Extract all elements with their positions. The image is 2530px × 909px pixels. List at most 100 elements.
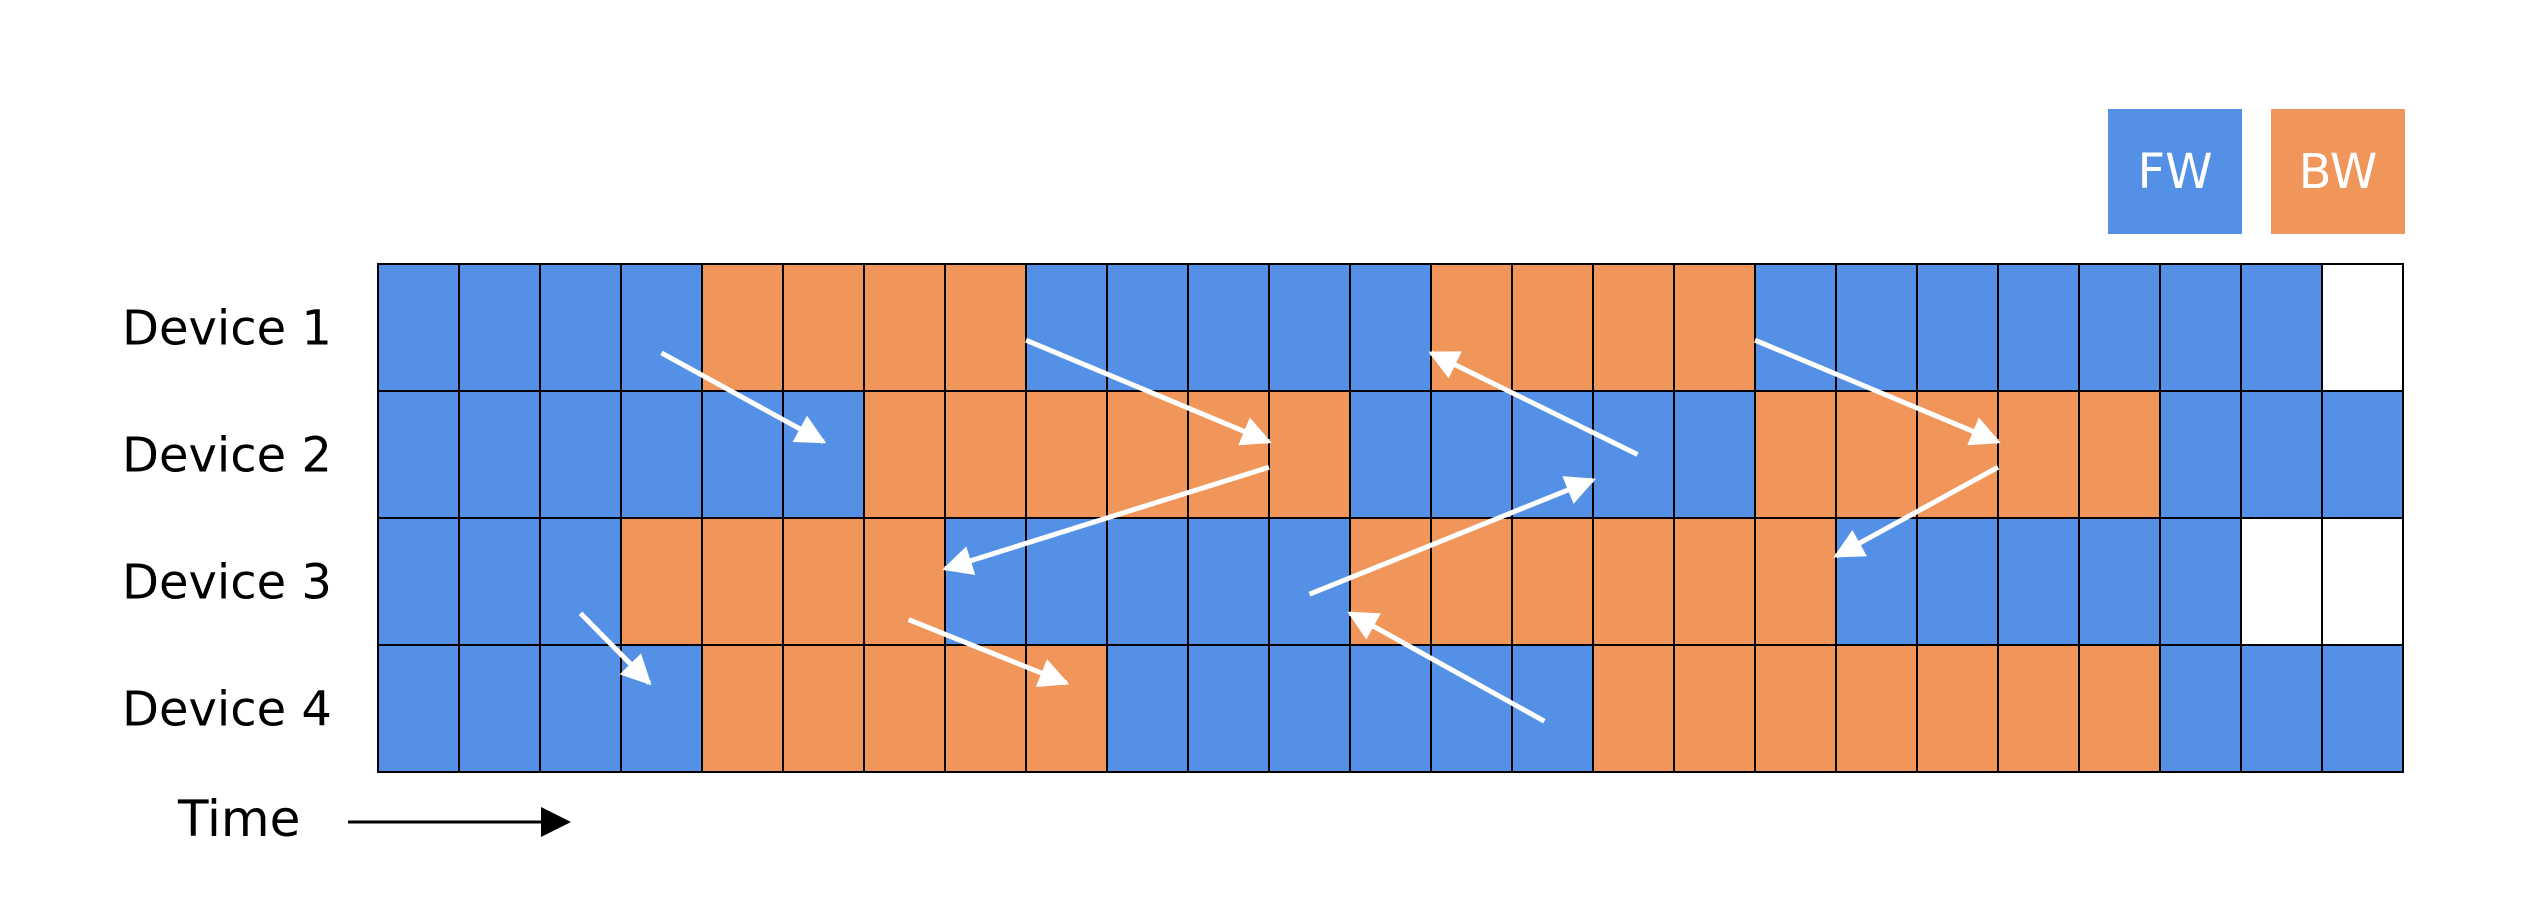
idle-slot xyxy=(2240,517,2323,646)
bw-slot xyxy=(1997,390,2080,519)
fw-slot xyxy=(944,517,1027,646)
fw-slot xyxy=(1187,517,1270,646)
bw-slot xyxy=(1754,390,1837,519)
dependency-arrow xyxy=(1025,337,1272,446)
dependency-arrow xyxy=(660,350,827,444)
fw-slot xyxy=(2078,263,2161,392)
dependency-arrow xyxy=(907,617,1070,687)
legend-bw-swatch xyxy=(2271,109,2405,234)
bw-slot xyxy=(782,644,865,773)
fw-slot xyxy=(1349,263,1432,392)
device-row xyxy=(377,644,2404,773)
bw-slot xyxy=(863,644,946,773)
device-row xyxy=(377,517,2404,646)
fw-slot xyxy=(1997,263,2080,392)
fw-slot xyxy=(1916,517,1999,646)
fw-slot xyxy=(1106,517,1189,646)
dependency-arrow xyxy=(578,611,652,686)
dependency-arrow xyxy=(1428,350,1639,457)
bw-slot xyxy=(1025,644,1108,773)
fw-slot xyxy=(1187,644,1270,773)
fw-slot xyxy=(2159,390,2242,519)
bw-slot xyxy=(1754,517,1837,646)
fw-slot xyxy=(1268,263,1351,392)
dependency-arrow xyxy=(942,464,1270,576)
fw-slot xyxy=(2159,517,2242,646)
grid-outline xyxy=(377,263,2404,773)
fw-slot xyxy=(2321,390,2404,519)
bw-slot xyxy=(1349,517,1432,646)
bw-slot xyxy=(1025,390,1108,519)
grid-border xyxy=(377,263,2404,773)
fw-slot xyxy=(2240,644,2323,773)
dependency-arrow xyxy=(1347,611,1546,724)
legend-bw-label: BW xyxy=(2299,144,2378,200)
fw-slot xyxy=(377,644,460,773)
bw-slot xyxy=(782,263,865,392)
bw-slot xyxy=(1673,263,1756,392)
fw-slot xyxy=(377,517,460,646)
bw-slot xyxy=(1835,644,1918,773)
bw-slot xyxy=(620,517,703,646)
bw-slot xyxy=(944,263,1027,392)
fw-slot xyxy=(1916,263,1999,392)
bw-slot xyxy=(1916,390,1999,519)
bw-slot xyxy=(1511,517,1594,646)
fw-slot xyxy=(1349,390,1432,519)
dependency-arrow xyxy=(1833,465,2000,559)
bw-slot xyxy=(944,390,1027,519)
bw-slot xyxy=(701,644,784,773)
fw-slot xyxy=(458,517,541,646)
time-label: Time xyxy=(177,790,300,848)
fw-slot xyxy=(539,263,622,392)
bw-slot xyxy=(1673,644,1756,773)
fw-slot xyxy=(620,263,703,392)
device-label: Device 4 xyxy=(122,682,332,738)
fw-slot xyxy=(1673,390,1756,519)
bw-slot xyxy=(701,263,784,392)
fw-slot xyxy=(539,644,622,773)
bw-slot xyxy=(1430,517,1513,646)
bw-slot xyxy=(1592,517,1675,646)
fw-slot xyxy=(539,390,622,519)
fw-slot xyxy=(458,390,541,519)
idle-slot xyxy=(2321,517,2404,646)
device-row xyxy=(377,390,2404,519)
schedule-grid xyxy=(377,263,2404,773)
bw-slot xyxy=(1754,644,1837,773)
fw-slot xyxy=(1349,644,1432,773)
legend: FW BW xyxy=(2108,109,2405,234)
fw-slot xyxy=(1430,390,1513,519)
bw-slot xyxy=(1187,390,1270,519)
fw-slot xyxy=(2240,263,2323,392)
bw-slot xyxy=(863,390,946,519)
bw-slot xyxy=(1511,263,1594,392)
dependency-arrow xyxy=(1754,337,2001,446)
bw-slot xyxy=(863,517,946,646)
fw-slot xyxy=(701,390,784,519)
fw-slot xyxy=(2159,263,2242,392)
bw-slot xyxy=(1268,390,1351,519)
bw-slot xyxy=(944,644,1027,773)
device-label: Device 1 xyxy=(122,301,332,357)
bw-slot xyxy=(1916,644,1999,773)
bw-slot xyxy=(701,517,784,646)
bw-slot xyxy=(1592,644,1675,773)
fw-slot xyxy=(458,644,541,773)
device-labels: Device 1 Device 2 Device 3 Device 4 xyxy=(122,301,332,738)
fw-slot xyxy=(1835,263,1918,392)
legend-fw-swatch xyxy=(2108,109,2242,234)
fw-slot xyxy=(2078,517,2161,646)
fw-slot xyxy=(2159,644,2242,773)
legend-fw-label: FW xyxy=(2137,144,2212,200)
device-label: Device 3 xyxy=(122,555,332,611)
fw-slot xyxy=(458,263,541,392)
fw-slot xyxy=(1268,644,1351,773)
device-label: Device 2 xyxy=(122,428,332,484)
fw-slot xyxy=(782,390,865,519)
bw-slot xyxy=(1673,517,1756,646)
device-row xyxy=(377,263,2404,392)
fw-slot xyxy=(1835,517,1918,646)
